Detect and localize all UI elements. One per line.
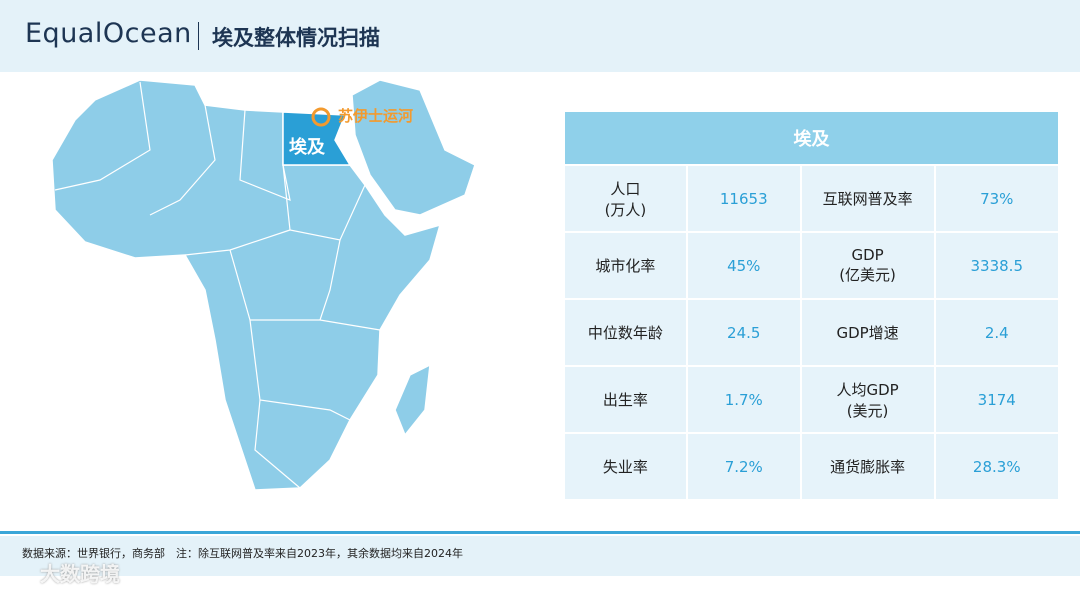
watermark: 大数跨境	[40, 562, 120, 586]
table-row: 出生率 1.7% 人均GDP (美元) 3174	[563, 365, 1061, 434]
cell-label: GDP增速	[799, 298, 936, 367]
page-title: 埃及整体情况扫描	[212, 26, 380, 50]
footer	[0, 536, 1080, 576]
cell-label: 人口 (万人)	[563, 164, 688, 233]
cell-label: 互联网普及率	[799, 164, 936, 233]
cell-label: GDP (亿美元)	[799, 231, 936, 300]
cell-label: 失业率	[563, 432, 688, 501]
cell-label: 通货膨胀率	[799, 432, 936, 501]
cell-label: 城市化率	[563, 231, 688, 300]
cell-value: 24.5	[685, 298, 802, 367]
borders	[54, 81, 381, 489]
table-row: 失业率 7.2% 通货膨胀率 28.3%	[563, 432, 1061, 501]
header	[0, 0, 1080, 72]
cell-value: 7.2%	[685, 432, 802, 501]
cell-value: 3338.5	[933, 231, 1061, 300]
canal-label: 苏伊士运河	[338, 107, 413, 125]
cell-value: 2.4	[933, 298, 1061, 367]
cell-value: 28.3%	[933, 432, 1061, 501]
madagascar	[394, 363, 431, 437]
cell-value: 73%	[933, 164, 1061, 233]
map: 埃及 苏伊士运河	[51, 79, 476, 491]
table-row: 城市化率 45% GDP (亿美元) 3338.5	[563, 231, 1061, 300]
brand: EqualOcean	[25, 18, 192, 49]
cell-label: 出生率	[563, 365, 688, 434]
divider	[198, 22, 199, 50]
table-title: 埃及	[563, 110, 1060, 166]
canal-marker	[311, 107, 331, 127]
data-table: 埃及 人口 (万人) 11653 互联网普及率 73% 城市化率 45% GDP (亿美元)…	[563, 110, 1061, 501]
cell-label: 人均GDP (美元)	[799, 365, 936, 434]
table-row: 人口 (万人) 11653 互联网普及率 73%	[563, 164, 1061, 233]
source-note: 数据来源：世界银行，商务部 注：除互联网普及率来自2023年，其余数据均来自20…	[22, 547, 463, 560]
country-label: 埃及	[289, 136, 326, 158]
arabia	[351, 79, 476, 216]
egypt	[282, 111, 352, 166]
cell-value: 45%	[685, 231, 802, 300]
table-row: 中位数年龄 24.5 GDP增速 2.4	[563, 298, 1061, 367]
cell-value: 1.7%	[685, 365, 802, 434]
footer-line	[0, 531, 1080, 534]
cell-value: 3174	[933, 365, 1061, 434]
cell-value: 11653	[685, 164, 802, 233]
cell-label: 中位数年龄	[563, 298, 688, 367]
